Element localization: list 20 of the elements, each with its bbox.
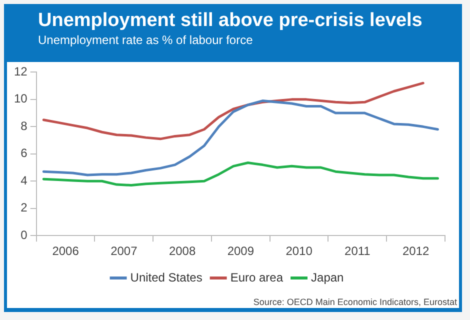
y-tick-label: 0 — [20, 228, 28, 242]
x-tick-label: 2008 — [168, 244, 196, 258]
chart-title: Unemployment still above pre-crisis levels — [38, 10, 424, 32]
y-tick-label: 2 — [20, 200, 28, 215]
x-tick-label: 2009 — [227, 244, 254, 258]
x-tick-label: 2011 — [344, 244, 371, 258]
legend-label: Japan — [311, 270, 344, 284]
x-tick-label: 2007 — [110, 244, 138, 258]
legend-label: United States — [130, 270, 202, 284]
y-tick-label: 10 — [14, 92, 28, 106]
x-tick-label: 2006 — [52, 244, 80, 258]
y-tick-label: 6 — [20, 146, 28, 160]
chart-subtitle: Unemployment rate as % of labour force — [38, 32, 254, 48]
y-tick-label: 12 — [14, 64, 28, 79]
y-tick-label: 4 — [20, 173, 28, 188]
x-tick-label: 2012 — [402, 244, 430, 258]
y-tick-label: 8 — [20, 118, 28, 133]
x-tick-label: 2010 — [286, 244, 313, 258]
source-note: Source: OECD Main Economic Indicators, Eurostat — [253, 297, 457, 307]
legend-label: Euro area — [230, 270, 284, 284]
